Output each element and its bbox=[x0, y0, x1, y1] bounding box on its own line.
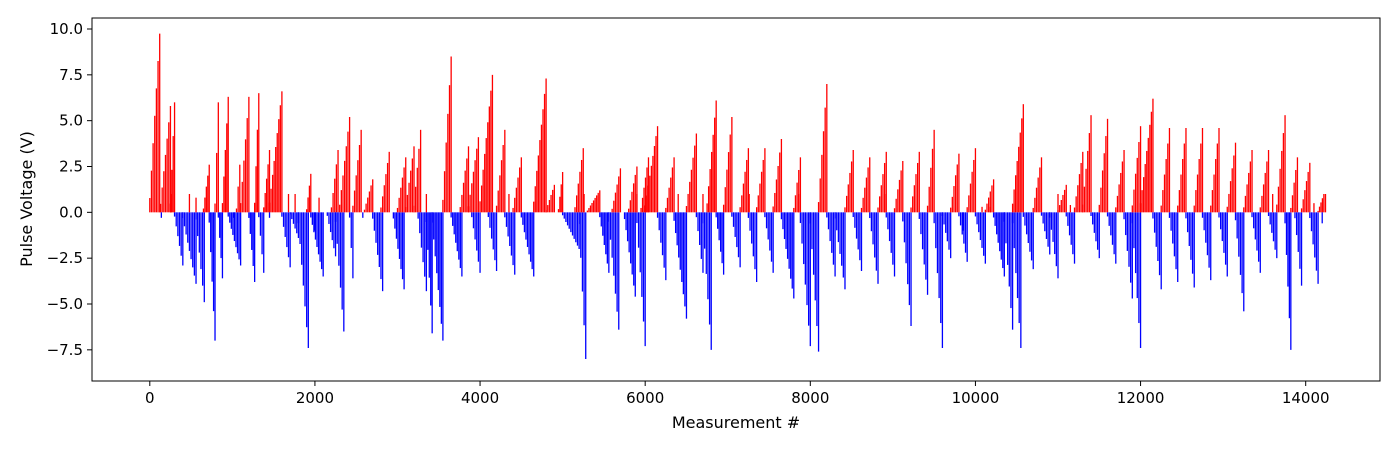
bars-layer bbox=[149, 33, 1327, 359]
x-tick-label: 6000 bbox=[626, 389, 664, 407]
y-tick-label: 2.5 bbox=[59, 158, 83, 176]
y-tick-label: 0.0 bbox=[59, 203, 83, 221]
x-tick-label: 10000 bbox=[952, 389, 1000, 407]
x-tick-label: 2000 bbox=[296, 389, 334, 407]
x-axis: 0 2000 4000 6000 8000 10000 12000 14000 bbox=[145, 381, 1330, 407]
y-tick-label: 5.0 bbox=[59, 112, 83, 130]
y-tick-label: 7.5 bbox=[59, 66, 83, 84]
y-tick-label: 10.0 bbox=[50, 20, 83, 38]
x-axis-label: Measurement # bbox=[672, 413, 800, 432]
y-tick-label: −5.0 bbox=[47, 295, 83, 313]
y-axis: −7.5 −5.0 −2.5 0.0 2.5 5.0 7.5 10.0 bbox=[47, 20, 92, 359]
y-tick-label: −7.5 bbox=[47, 341, 83, 359]
x-tick-label: 8000 bbox=[791, 389, 829, 407]
y-tick-label: −2.5 bbox=[47, 249, 83, 267]
plot-frame bbox=[91, 17, 1381, 382]
x-tick-label: 12000 bbox=[1117, 389, 1165, 407]
y-axis-label: Pulse Voltage (V) bbox=[17, 131, 36, 267]
x-tick-label: 4000 bbox=[461, 389, 499, 407]
x-tick-label: 14000 bbox=[1282, 389, 1330, 407]
x-tick-label: 0 bbox=[145, 389, 155, 407]
